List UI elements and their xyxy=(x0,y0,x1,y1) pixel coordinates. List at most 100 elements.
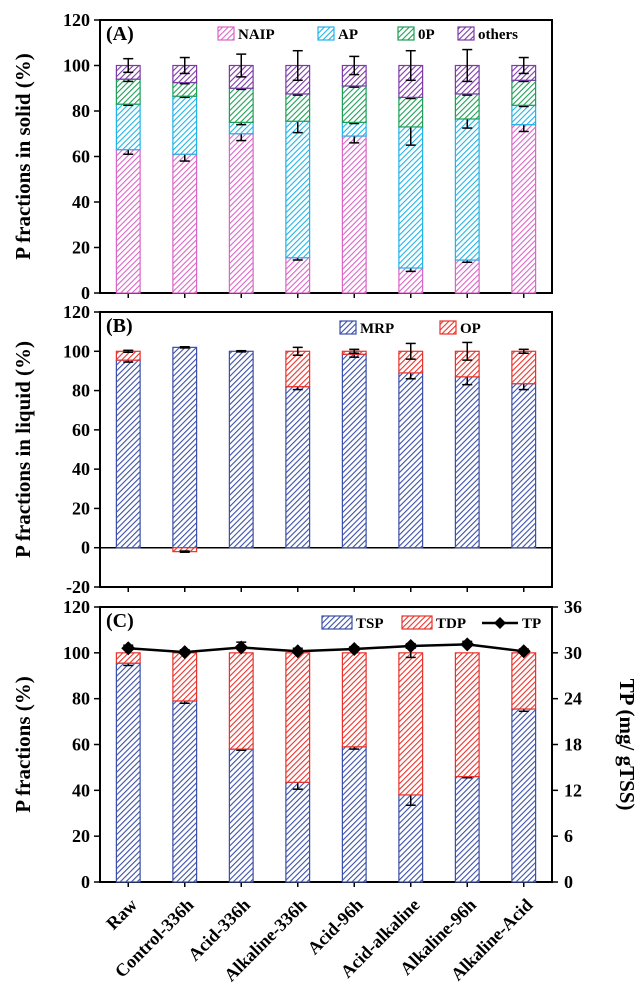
tp-point-control-336h xyxy=(177,645,192,660)
bar-naip-alkaline-acid xyxy=(511,124,537,294)
error-bar xyxy=(123,349,134,354)
bar-ap-alkaline-336h xyxy=(285,120,311,259)
legend-label-tdp: TDP xyxy=(436,616,466,632)
legend-swatch-ap xyxy=(317,26,335,41)
y-tick-label: 60 xyxy=(72,147,90,167)
bar-ap-raw xyxy=(115,103,141,151)
y2-tick-label: 18 xyxy=(564,735,582,755)
bar-naip-alkaline-96h xyxy=(454,259,480,294)
legend-label-others: others xyxy=(478,27,518,43)
bar-0p-alkaline-336h xyxy=(285,93,311,122)
y-tick-label: 100 xyxy=(63,341,90,361)
error-bar xyxy=(349,55,360,76)
legend-swatch-op xyxy=(439,320,457,335)
legend-marker-tp xyxy=(494,617,506,629)
legend-label-ap: AP xyxy=(338,27,358,43)
y-tick-label: 120 xyxy=(63,597,90,617)
legend-label-op: OP xyxy=(460,321,481,337)
bar-naip-alkaline-336h xyxy=(285,257,311,294)
y2-tick-label: 36 xyxy=(564,597,582,617)
y-axis-label: P fractions (%) xyxy=(11,676,35,812)
legend-swatch-0p xyxy=(397,26,415,41)
bar-mrp-raw xyxy=(115,359,141,549)
y2-tick-label: 30 xyxy=(564,643,582,663)
plot-frame xyxy=(99,311,553,588)
bar-mrp-acid-alkaline xyxy=(398,372,424,549)
error-bar xyxy=(292,346,303,356)
y-tick-label: 80 xyxy=(72,689,90,709)
bar-tdp-control-336h xyxy=(172,652,198,702)
y-axis-label: P fractions in liquid (%) xyxy=(11,341,35,558)
bar-tdp-acid-336h xyxy=(228,652,254,750)
y-tick-label: 20 xyxy=(72,238,90,258)
tp-point-acid-alkaline xyxy=(403,638,418,653)
panel-label: (A) xyxy=(106,23,134,45)
tp-point-alkaline-336h xyxy=(290,644,305,659)
y2-tick-label: 6 xyxy=(564,826,573,846)
tp-point-acid-336h xyxy=(234,640,249,655)
bar-0p-acid-alkaline xyxy=(398,96,424,128)
bar-tsp-alkaline-acid xyxy=(511,708,537,883)
bar-mrp-alkaline-336h xyxy=(285,386,311,549)
bar-0p-raw xyxy=(115,78,141,105)
panel-label: (B) xyxy=(106,315,133,337)
y-tick-label: 100 xyxy=(63,56,90,76)
y-tick-label: 120 xyxy=(63,10,90,30)
error-bar xyxy=(292,49,303,82)
bar-tsp-acid-96h xyxy=(341,746,367,883)
error-bar xyxy=(518,56,529,75)
bar-tsp-acid-336h xyxy=(228,748,254,883)
bar-tsp-alkaline-96h xyxy=(454,775,480,883)
y-tick-label: 0 xyxy=(81,283,90,303)
y-tick-label: -20 xyxy=(66,577,90,597)
x-tick-label-raw: Raw xyxy=(102,895,141,934)
bar-tdp-acid-96h xyxy=(341,652,367,748)
tp-point-raw xyxy=(121,641,136,656)
y-tick-label: 20 xyxy=(72,498,90,518)
panel-label: (C) xyxy=(106,610,134,632)
error-bar xyxy=(462,341,473,361)
bar-mrp-acid-96h xyxy=(341,353,367,549)
bar-tsp-raw xyxy=(115,662,141,883)
error-bar xyxy=(518,348,529,354)
legend-label-mrp: MRP xyxy=(360,321,394,337)
bar-naip-acid-96h xyxy=(341,135,367,294)
bar-tsp-control-336h xyxy=(172,700,198,883)
legend-label-naip: NAIP xyxy=(238,27,275,43)
y-axis-label: P fractions in solid (%) xyxy=(11,53,35,260)
legend-label-0p: 0P xyxy=(418,27,435,43)
bar-op-alkaline-336h xyxy=(285,350,311,388)
bar-ap-control-336h xyxy=(172,95,198,155)
y-tick-label: 120 xyxy=(63,302,90,322)
bar-naip-acid-336h xyxy=(228,133,254,294)
y-tick-label: 60 xyxy=(72,735,90,755)
y-tick-label: 80 xyxy=(72,101,90,121)
tp-line xyxy=(128,643,524,654)
tp-point-acid-96h xyxy=(347,642,362,657)
bar-tsp-acid-alkaline xyxy=(398,794,424,883)
y-tick-label: 0 xyxy=(81,872,90,892)
error-bar xyxy=(405,342,416,360)
error-bar xyxy=(405,49,416,82)
bar-tsp-alkaline-336h xyxy=(285,781,311,883)
error-bar xyxy=(179,346,190,349)
legend-swatch-tdp xyxy=(401,615,433,630)
plot-frame xyxy=(99,19,553,294)
bar-ap-alkaline-acid xyxy=(511,104,537,126)
bar-ap-alkaline-96h xyxy=(454,118,480,261)
error-bar xyxy=(236,349,247,353)
error-bar xyxy=(123,57,134,74)
tp-point-alkaline-96h xyxy=(460,637,475,652)
bar-mrp-alkaline-96h xyxy=(454,376,480,549)
bar-mrp-control-336h xyxy=(172,346,198,549)
y-tick-label: 40 xyxy=(72,192,90,212)
bar-0p-acid-336h xyxy=(228,87,254,123)
error-bar xyxy=(462,48,473,83)
y-tick-label: 100 xyxy=(63,643,90,663)
bar-mrp-acid-336h xyxy=(228,350,254,549)
bar-tdp-alkaline-96h xyxy=(454,652,480,778)
legend-swatch-others xyxy=(457,26,475,41)
bar-tdp-alkaline-336h xyxy=(285,652,311,783)
y-tick-label: 20 xyxy=(72,826,90,846)
bar-tdp-acid-alkaline xyxy=(398,652,424,796)
